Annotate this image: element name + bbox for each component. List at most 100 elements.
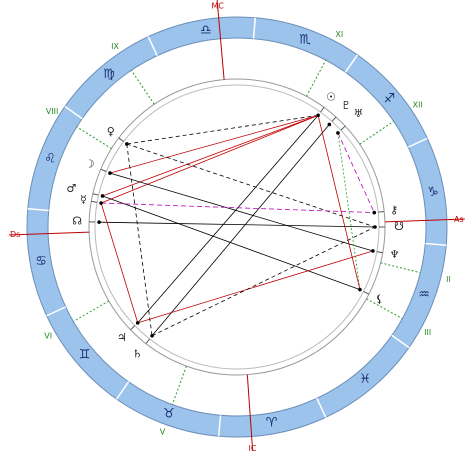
- house-label: IX: [111, 42, 119, 51]
- aspect-line: [109, 114, 319, 174]
- aspect-point: [99, 201, 103, 205]
- axis-line: [246, 374, 254, 451]
- aspect-line: [317, 115, 361, 290]
- planet-glyph: ♆: [390, 248, 400, 261]
- aspect-line: [337, 132, 375, 213]
- planet-glyph: ⚷: [390, 203, 398, 216]
- sign-glyph: ♎: [200, 23, 212, 38]
- planet-tick: [100, 168, 107, 172]
- house-cusp: [130, 70, 155, 105]
- sign-divider: [147, 36, 158, 57]
- sign-glyph: ♏: [299, 33, 311, 48]
- planet-glyph: ☿: [80, 193, 87, 206]
- sign-divider: [115, 381, 130, 400]
- aspect-line: [126, 143, 376, 228]
- house-cusp: [366, 298, 403, 320]
- planet-glyph: ♂: [66, 182, 76, 195]
- aspect-line: [101, 202, 375, 213]
- aspect-line: [102, 114, 319, 197]
- house-label: XI: [335, 30, 343, 39]
- planet-tick: [92, 193, 99, 196]
- planet-glyph: ♀: [107, 125, 115, 138]
- aspect-point: [327, 122, 332, 127]
- aspect-line: [99, 221, 376, 228]
- sign-glyph: ♈: [266, 415, 278, 430]
- aspect-point: [97, 220, 101, 224]
- planet-glyph: ☉: [326, 91, 336, 104]
- aspect-point: [100, 194, 105, 198]
- sign-glyph: ♊: [79, 347, 91, 362]
- planet-tick: [91, 200, 98, 203]
- house-label: XII: [413, 101, 423, 110]
- sign-divider: [217, 415, 222, 437]
- planet-glyph: ♅: [353, 107, 363, 120]
- planet-glyph: ♃: [117, 331, 127, 344]
- planet-tick: [118, 137, 124, 142]
- aspect-point: [372, 210, 377, 215]
- house-label: V: [160, 427, 166, 436]
- sign-glyph: ♌: [44, 151, 56, 166]
- aspect-point: [358, 287, 362, 292]
- house-label: As: [454, 215, 464, 224]
- house-cusp: [306, 59, 327, 97]
- sign-divider: [64, 105, 83, 120]
- planet-tick: [145, 338, 150, 344]
- sign-glyph: ♍: [103, 67, 115, 82]
- aspect-point: [373, 225, 377, 229]
- sign-divider: [391, 334, 410, 349]
- aspect-line: [126, 143, 153, 336]
- house-label: MC: [211, 1, 224, 10]
- house-label: IC: [249, 444, 257, 451]
- axis-line: [384, 218, 465, 223]
- aspect-line: [151, 124, 330, 337]
- aspect-point: [371, 249, 375, 253]
- planet-tick: [340, 125, 346, 131]
- planet-glyph: ♇: [341, 99, 351, 112]
- house-cusp: [73, 300, 110, 322]
- sign-divider: [27, 207, 49, 212]
- planet-glyph: ☽: [85, 157, 95, 170]
- aspect-point: [135, 321, 140, 325]
- planet-tick: [376, 251, 383, 254]
- planet-tick: [320, 106, 325, 113]
- aspect-point: [108, 171, 112, 175]
- sign-divider: [344, 54, 359, 73]
- sign-glyph: ♋: [35, 254, 47, 269]
- house-cusp: [380, 262, 421, 274]
- planet-glyph: ⚸: [376, 293, 384, 306]
- planet-tick: [363, 291, 370, 295]
- house-cusp: [76, 126, 112, 149]
- aspect-line: [100, 202, 139, 323]
- aspect-line: [100, 114, 319, 204]
- aspect-line: [109, 172, 374, 252]
- aspect-line: [137, 250, 374, 324]
- sign-divider: [46, 306, 67, 317]
- sign-glyph: ♓: [359, 372, 371, 387]
- house-label: Ds: [10, 230, 20, 239]
- aspect-point: [336, 131, 340, 135]
- planet-glyph: ☊: [72, 214, 82, 227]
- sign-glyph: ♒: [418, 288, 430, 303]
- aspect-line: [137, 115, 319, 324]
- aspect-point: [316, 113, 320, 118]
- aspect-point: [124, 142, 129, 146]
- sign-glyph: ♐: [384, 92, 396, 107]
- sign-divider: [316, 397, 327, 418]
- sign-divider: [252, 17, 257, 39]
- axis-line: [216, 0, 225, 80]
- planet-tick: [378, 211, 385, 213]
- sign-divider: [407, 137, 428, 148]
- house-label: II: [446, 275, 451, 284]
- planet-glyph: ☋: [394, 220, 404, 233]
- aspect-line: [126, 114, 319, 145]
- planet-tick: [130, 325, 136, 331]
- planet-tick: [331, 116, 337, 122]
- sign-glyph: ♑: [427, 185, 439, 200]
- aspect-line: [151, 226, 376, 337]
- house-label: VI: [44, 332, 52, 341]
- aspect-line: [102, 195, 361, 291]
- house-label: III: [424, 328, 431, 337]
- sign-divider: [425, 242, 447, 247]
- house-label: VIII: [46, 107, 59, 116]
